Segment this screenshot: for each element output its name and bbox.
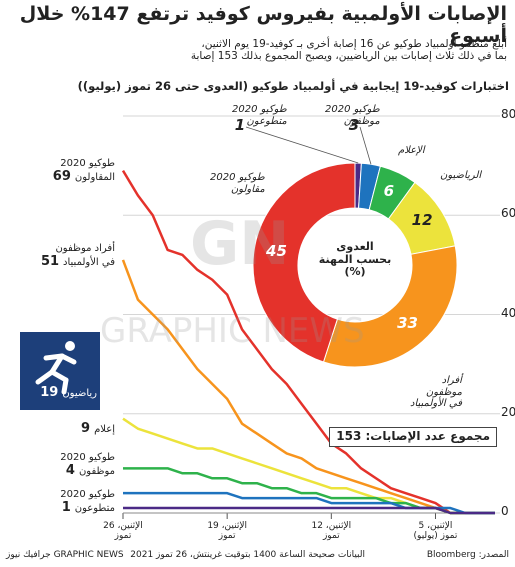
series-value: 9 [81,421,91,436]
donut-value: 6 [383,182,395,201]
athlete-icon [35,341,77,395]
x-tick-label: الإثنين، 5 تموز (يوليو) [413,521,458,542]
donut-category-label: طوكيو 2020 مقاولون [210,172,265,195]
series-label: طوكيو 2020 متطوعون1 [60,489,115,515]
series-name: إعلام [94,424,115,435]
total-box: مجموع عدد الإصابات: 153 [329,427,497,447]
series-label: أفراد موظفون في الأولمبياد51 [41,243,115,269]
donut-slice [322,245,458,368]
subtitle: أبلغ منظمو أولمبياد طوكيو عن 16 إصابة أخ… [190,38,507,63]
title: الإصابات الأولمبية بفيروس كوفيد ترتفع 14… [19,3,507,47]
series-label: إعلام9 [81,421,115,437]
y-tick-label: 40 [501,305,515,320]
series-label: طوكيو 2020 المقاولون69 [53,158,115,184]
donut-value: 33 [397,313,418,332]
series-line [121,169,495,515]
series-value: 4 [65,462,75,478]
donut-category-label: الرياضيون [440,170,482,181]
leader-line [359,126,372,165]
donut-value: 1 [234,116,246,134]
series-name: طوكيو 2020 متطوعون [60,489,115,514]
x-tick-label: الإثنين، 26 تموز [103,521,143,542]
series-label: طوكيو 2020 موظفون4 [60,452,115,478]
donut-category-label: الإعلام [398,145,425,156]
x-tick-label: الإثنين، 12 تموز [311,521,352,542]
series-value: 69 [52,168,71,184]
y-tick-label: 20 [501,404,515,419]
series-name: طوكيو 2020 المقاولون [60,158,115,183]
series-name: طوكيو 2020 موظفون [60,452,115,477]
donut-value: 3 [348,116,360,134]
leader-line [245,126,359,164]
watermark-text: GRAPHIC NEWS [100,311,365,351]
watermark-logo: GN [190,209,290,279]
y-tick-label: 0 [501,504,509,518]
y-tick-label: 80 [501,107,515,121]
series-name: رياضيون [62,388,97,399]
series-value: 51 [40,253,60,269]
credit: GRAPHIC NEWS جرافيك نيوز [6,550,124,560]
donut-value: 12 [411,211,433,230]
donut-center-label: العدوى بحسب المهنة (%) [318,240,392,279]
series-line [123,506,495,515]
donut-category-label: طوكيو 2020 متطوعون [232,104,287,127]
y-tick-label: 60 [501,206,515,221]
series-value: 19 [40,385,59,400]
donut-value: 45 [266,241,287,260]
donut-slice [252,162,356,363]
source: المصدر: Bloomberg [426,550,509,560]
series-label: رياضيون19 [40,385,97,401]
x-tick-label: الإثنين، 19 تموز [207,521,247,542]
series-name: أفراد موظفون في الأولمبياد [55,243,115,268]
donut-category-label: طوكيو 2020 موظفون [325,104,380,127]
athlete-icon-box [20,332,100,410]
chart-title: اختبارات كوفيد-19 إيجابية في أولمبياد طو… [77,79,509,93]
note: البيانات صحيحة الساعة 1400 بتوقيت غرينتش… [130,550,365,560]
donut-category-label: أفراد موظفون في الأولمبياد [410,375,462,409]
series-value: 1 [61,499,71,515]
